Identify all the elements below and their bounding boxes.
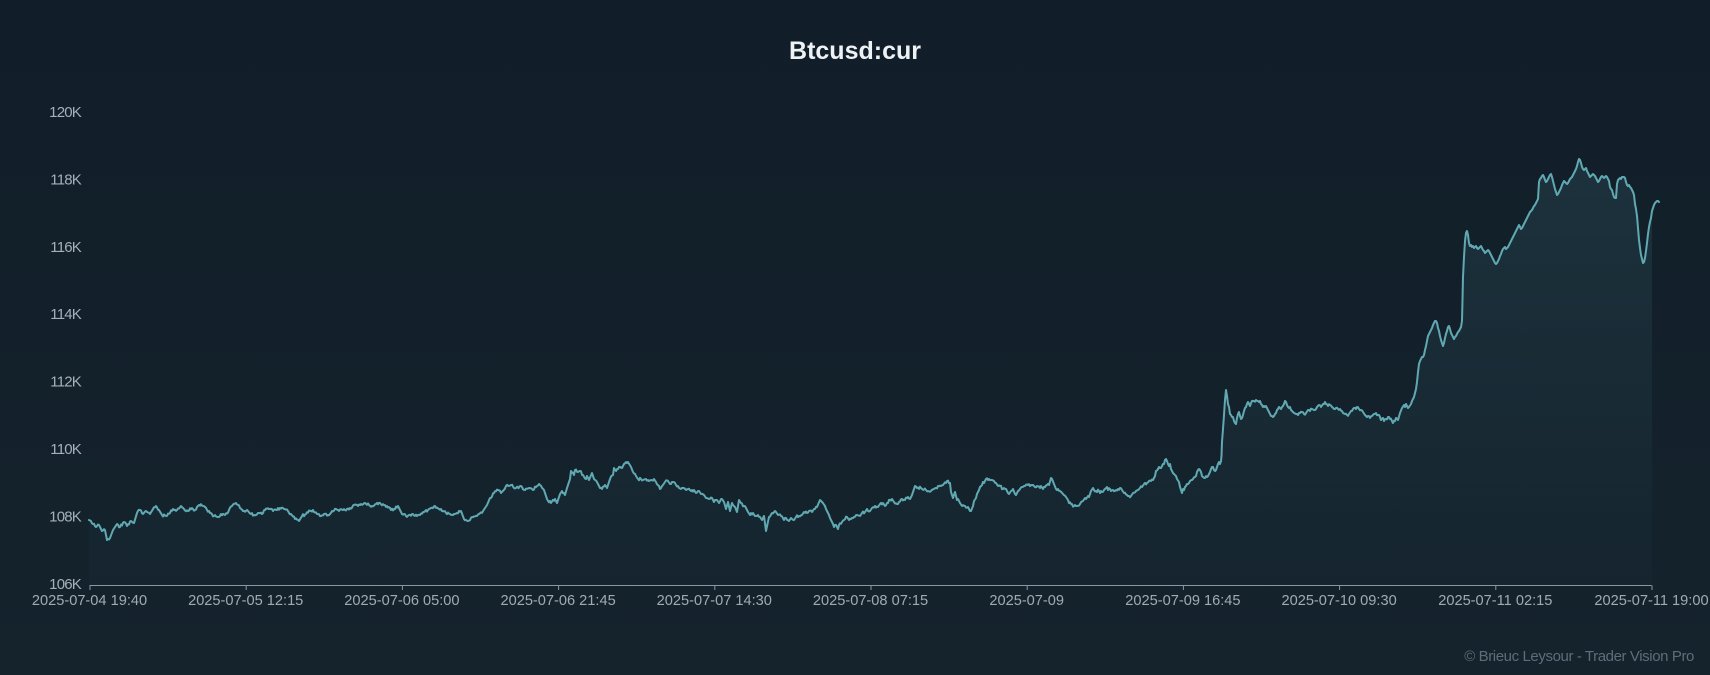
svg-text:2025-07-09 16:45: 2025-07-09 16:45 xyxy=(1125,593,1240,609)
svg-text:114K: 114K xyxy=(50,306,82,323)
svg-text:2025-07-11 19:00: 2025-07-11 19:00 xyxy=(1594,593,1708,609)
svg-text:2025-07-11 02:15: 2025-07-11 02:15 xyxy=(1438,593,1552,609)
svg-text:2025-07-06 05:00: 2025-07-06 05:00 xyxy=(344,593,459,609)
svg-text:2025-07-08 07:15: 2025-07-08 07:15 xyxy=(813,593,928,609)
svg-text:2025-07-05 12:15: 2025-07-05 12:15 xyxy=(188,593,303,609)
svg-text:© Brieuc Leysour - Trader Visi: © Brieuc Leysour - Trader Vision Pro xyxy=(1464,648,1694,665)
svg-text:2025-07-06 21:45: 2025-07-06 21:45 xyxy=(500,593,615,609)
svg-text:2025-07-07 14:30: 2025-07-07 14:30 xyxy=(657,593,772,609)
svg-text:2025-07-04 19:40: 2025-07-04 19:40 xyxy=(32,593,147,609)
svg-text:108K: 108K xyxy=(49,509,82,526)
svg-text:110K: 110K xyxy=(50,441,82,458)
svg-text:2025-07-10 09:30: 2025-07-10 09:30 xyxy=(1281,593,1396,609)
svg-text:Btcusd:cur: Btcusd:cur xyxy=(789,37,921,65)
svg-text:2025-07-09: 2025-07-09 xyxy=(989,593,1064,609)
svg-text:120K: 120K xyxy=(49,104,82,121)
svg-text:106K: 106K xyxy=(49,576,82,593)
svg-text:116K: 116K xyxy=(50,239,82,256)
svg-text:112K: 112K xyxy=(50,374,82,391)
svg-text:118K: 118K xyxy=(50,172,82,189)
